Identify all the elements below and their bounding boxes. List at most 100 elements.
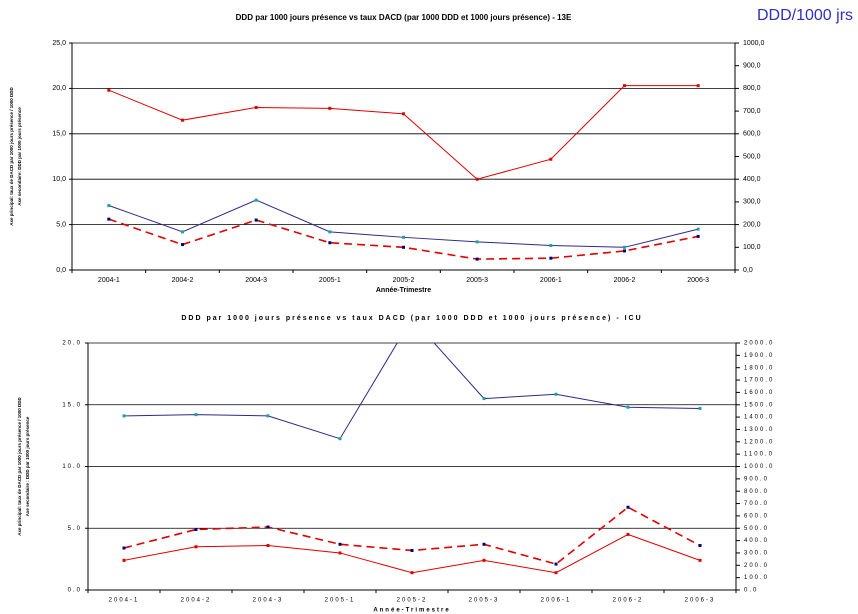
point bbox=[698, 558, 702, 562]
plot-area bbox=[122, 343, 702, 575]
y-tick-label: 15,0 bbox=[52, 131, 66, 138]
point bbox=[410, 548, 414, 552]
y2-tick-label: 800.0 bbox=[744, 489, 769, 495]
x-tick-label: 2006-1 bbox=[540, 277, 562, 284]
point bbox=[266, 414, 270, 418]
point bbox=[328, 230, 332, 234]
x-tick-label: 2006-3 bbox=[687, 277, 709, 284]
point bbox=[328, 241, 332, 245]
y2-tick-label: 400.0 bbox=[744, 538, 769, 544]
y2-tick-label: 300.0 bbox=[744, 551, 769, 557]
x-tick-label: 2004-3 bbox=[253, 598, 284, 604]
point bbox=[626, 505, 630, 509]
y2-tick-label: 900.0 bbox=[744, 476, 769, 482]
y2-tick-label: 1000,0 bbox=[743, 40, 765, 47]
y2-tick-label: 0,0 bbox=[743, 267, 753, 274]
x-tick-label: 2004-1 bbox=[109, 598, 140, 604]
point bbox=[181, 243, 184, 247]
point bbox=[254, 105, 258, 109]
point bbox=[194, 527, 198, 531]
x-axis-label: Année-Trimestre bbox=[373, 608, 450, 614]
point bbox=[554, 562, 558, 566]
y-tick-label: 5,0 bbox=[56, 221, 66, 228]
y2-tick-label: 600.0 bbox=[744, 513, 769, 519]
y-tick-label: 10,0 bbox=[52, 176, 66, 183]
point bbox=[194, 413, 198, 417]
series-line bbox=[123, 343, 701, 440]
y-tick-label: 15.0 bbox=[62, 402, 82, 408]
y-tick-label: 20,0 bbox=[52, 85, 66, 92]
y-tick-label: 0,0 bbox=[56, 267, 66, 274]
point bbox=[554, 571, 558, 575]
y2-tick-label: 100,0 bbox=[743, 244, 761, 251]
y2-tick-label: 400,0 bbox=[743, 176, 761, 183]
x-tick-label: 2005-3 bbox=[466, 277, 488, 284]
point bbox=[402, 235, 405, 239]
y-tick-label: 5.0 bbox=[68, 526, 82, 532]
point bbox=[122, 546, 126, 550]
y2-tick-label: 200,0 bbox=[743, 221, 761, 228]
point bbox=[122, 414, 126, 418]
point bbox=[266, 525, 270, 529]
point bbox=[698, 406, 702, 410]
y2-tick-label: 500.0 bbox=[744, 526, 769, 532]
point bbox=[181, 118, 184, 122]
y2-tick-label: 1000.0 bbox=[744, 464, 774, 470]
x-tick-label: 2005-2 bbox=[397, 598, 428, 604]
y2-tick-label: 1900.0 bbox=[744, 353, 774, 359]
point bbox=[107, 217, 111, 221]
x-tick-label: 2006-1 bbox=[541, 598, 572, 604]
point bbox=[623, 84, 626, 88]
point bbox=[328, 106, 332, 110]
y2-tick-label: 1400.0 bbox=[744, 415, 774, 421]
y2-tick-label: 900,0 bbox=[743, 63, 761, 70]
point bbox=[122, 558, 126, 562]
point bbox=[475, 257, 479, 261]
x-tick-label: 2005-3 bbox=[469, 598, 500, 604]
point bbox=[626, 532, 630, 536]
x-tick-label: 2004-1 bbox=[98, 277, 120, 284]
x-tick-label: 2005-2 bbox=[393, 277, 415, 284]
y2-tick-label: 1300.0 bbox=[744, 427, 774, 433]
point bbox=[181, 230, 184, 234]
point bbox=[107, 88, 111, 92]
x-tick-label: 2006-3 bbox=[685, 598, 716, 604]
x-tick-label: 2005-1 bbox=[319, 277, 341, 284]
chart-title: DDD par 1000 jours présence vs taux DACD… bbox=[181, 315, 642, 322]
y2-tick-label: 700.0 bbox=[744, 501, 769, 507]
point bbox=[698, 544, 702, 548]
y2-tick-label: 200.0 bbox=[744, 563, 769, 569]
point bbox=[549, 157, 553, 161]
point bbox=[623, 249, 626, 253]
point bbox=[696, 84, 700, 88]
point bbox=[410, 571, 414, 575]
x-tick-label: 2004-2 bbox=[181, 598, 212, 604]
point bbox=[107, 204, 111, 208]
chart-title: DDD par 1000 jours présence vs taux DACD… bbox=[236, 13, 572, 22]
point bbox=[623, 245, 626, 249]
y-axis-label: Axe secondaire: DDD par 1000 jours prése… bbox=[17, 107, 22, 206]
y-axis-label: Axe principal: taux de DACD par 1000 jou… bbox=[9, 86, 14, 225]
y2-tick-label: 1100.0 bbox=[744, 452, 774, 458]
y2-tick-label: 2000.0 bbox=[744, 341, 774, 347]
x-tick-label: 2006-2 bbox=[614, 277, 636, 284]
point bbox=[338, 551, 342, 555]
point bbox=[338, 437, 342, 441]
x-tick-label: 2006-2 bbox=[613, 598, 644, 604]
point bbox=[338, 542, 342, 546]
series-line bbox=[108, 85, 699, 180]
y-tick-label: 0.0 bbox=[68, 588, 82, 594]
y2-tick-label: 1700.0 bbox=[744, 378, 774, 384]
point bbox=[696, 227, 700, 231]
y2-tick-label: 500,0 bbox=[743, 153, 761, 160]
point bbox=[482, 542, 486, 546]
y2-tick-label: 1600.0 bbox=[744, 390, 774, 396]
point bbox=[475, 240, 479, 244]
point bbox=[254, 218, 258, 222]
y2-tick-label: 100.0 bbox=[744, 575, 769, 581]
y2-tick-label: 800,0 bbox=[743, 85, 761, 92]
header-label: DDD/1000 jrs bbox=[757, 7, 853, 24]
x-tick-label: 2005-1 bbox=[325, 598, 356, 604]
y2-tick-label: 700,0 bbox=[743, 108, 761, 115]
point bbox=[475, 177, 479, 181]
